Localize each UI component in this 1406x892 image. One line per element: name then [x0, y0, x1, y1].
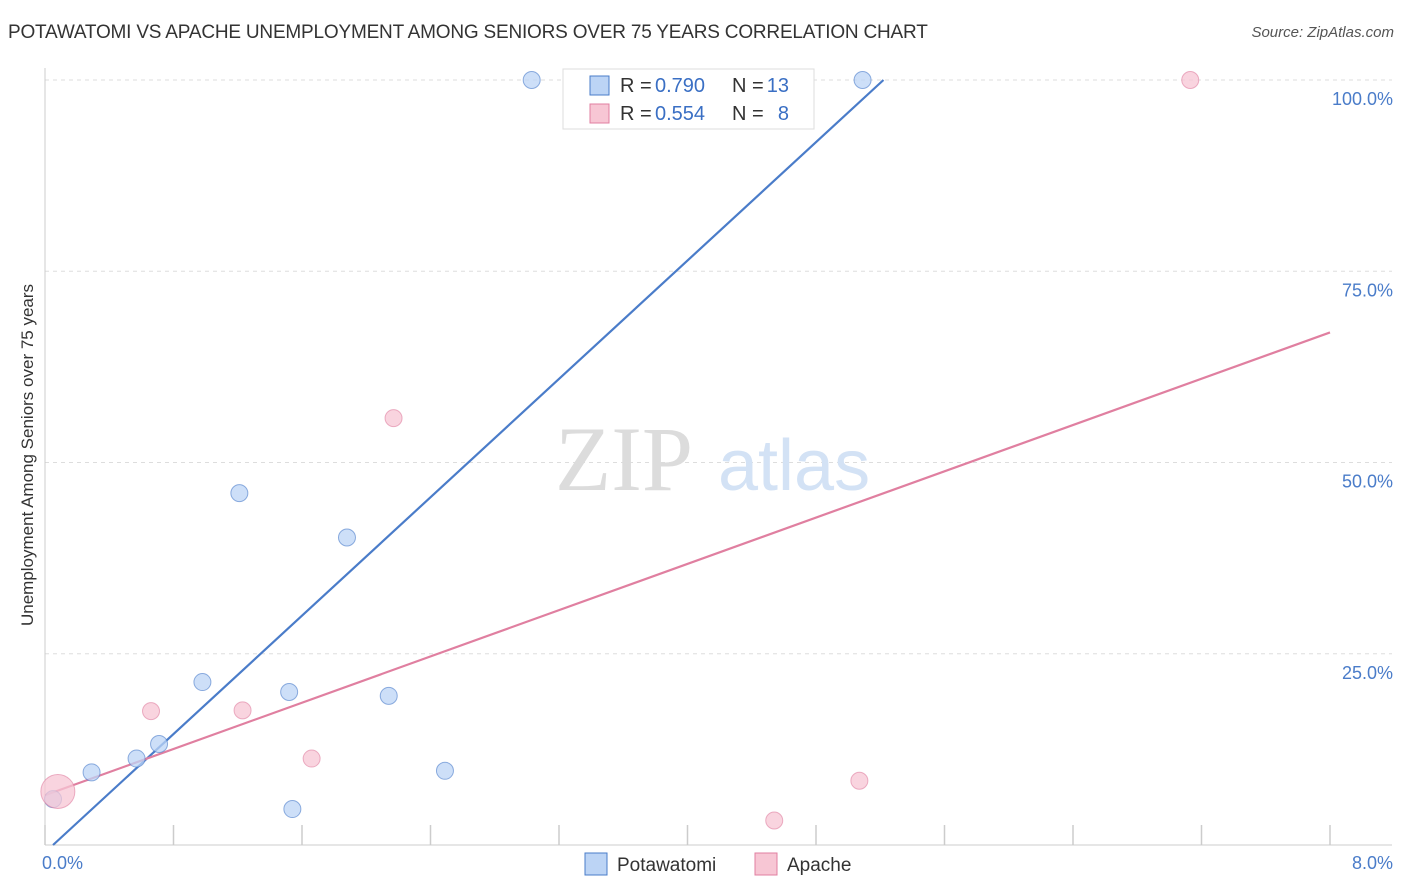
y-tick-label-0: 25.0%: [1342, 663, 1393, 683]
tick-labels: 25.0% 50.0% 75.0% 100.0% 0.0% 8.0%: [42, 89, 1393, 873]
legend-box: R = 0.790 N = 13 R = 0.554 N = 8: [562, 68, 815, 130]
point-apache-6: [765, 811, 784, 830]
point-potawatomi-1: [82, 763, 101, 782]
point-potawatomi-9: [379, 686, 398, 705]
point-apache-3: [302, 749, 321, 768]
point-potawatomi-3: [150, 735, 169, 754]
point-potawatomi-11: [522, 71, 541, 89]
legend-r-label-potawatomi: R =: [620, 75, 652, 97]
x-tick-label-min: 0.0%: [42, 853, 83, 873]
point-apache-5: [850, 771, 869, 790]
legend-swatch-potawatomi: [589, 75, 610, 96]
chart-source: Source: ZipAtlas.com: [1251, 24, 1394, 41]
grid-lines: [45, 79, 1392, 655]
point-apache-2: [233, 701, 252, 720]
bottom-legend-label-potawatomi: Potawatomi: [617, 855, 716, 876]
point-apache-7: [1181, 71, 1200, 89]
legend-swatch-apache: [589, 103, 610, 124]
point-potawatomi-8: [337, 528, 356, 547]
point-potawatomi-4: [193, 673, 212, 692]
bottom-legend-swatch-potawatomi: [584, 852, 608, 876]
point-apache-1: [142, 702, 161, 721]
data-points: [40, 71, 1200, 830]
axes: [44, 68, 1392, 846]
legend-r-value-apache: 0.554: [655, 103, 705, 125]
legend-n-label-potawatomi: N =: [732, 75, 764, 97]
trend-line-potawatomi: [52, 79, 885, 846]
trend-lines: [44, 79, 1331, 846]
point-apache-4: [384, 409, 403, 428]
y-tick-label-1: 50.0%: [1342, 472, 1393, 492]
x-tick-label-max: 8.0%: [1352, 853, 1393, 873]
bottom-legend-swatch-apache: [754, 852, 778, 876]
watermark-zip: ZIP: [555, 408, 693, 510]
point-potawatomi-5: [230, 484, 249, 503]
y-axis-label: Unemployment Among Seniors over 75 years: [18, 284, 37, 626]
legend-n-value-potawatomi: 13: [767, 75, 789, 97]
point-potawatomi-10: [435, 761, 454, 780]
legend-r-value-potawatomi: 0.790: [655, 75, 705, 97]
bottom-legend-label-apache: Apache: [787, 855, 851, 876]
legend-n-value-apache: 8: [778, 103, 789, 125]
y-tick-label-2: 75.0%: [1342, 280, 1393, 300]
point-apache-0: [40, 773, 76, 809]
y-tick-label-3: 100.0%: [1332, 89, 1393, 109]
legend-n-label-apache: N =: [732, 103, 764, 125]
watermark: ZIP atlas: [555, 408, 870, 510]
point-potawatomi-2: [127, 749, 146, 768]
bottom-legend: Potawatomi Apache: [584, 852, 851, 876]
legend-r-label-apache: R =: [620, 103, 652, 125]
watermark-atlas: atlas: [718, 426, 870, 506]
point-potawatomi-7: [283, 800, 302, 819]
trend-line-apache: [44, 331, 1331, 797]
chart-title: POTAWATOMI VS APACHE UNEMPLOYMENT AMONG …: [8, 22, 928, 43]
point-potawatomi-12: [853, 71, 872, 89]
point-potawatomi-6: [280, 683, 299, 701]
